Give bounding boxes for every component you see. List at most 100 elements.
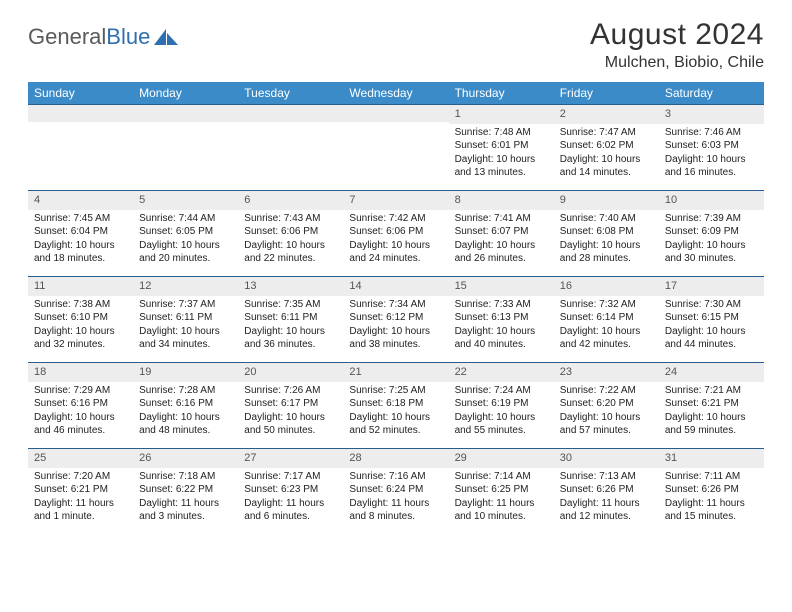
sunset-text: Sunset: 6:21 PM: [665, 397, 758, 411]
day-number: 9: [554, 191, 659, 210]
daylight-text: Daylight: 10 hours: [560, 411, 653, 425]
sunrise-text: Sunrise: 7:35 AM: [244, 298, 337, 312]
daylight-text: and 3 minutes.: [139, 510, 232, 524]
sunset-text: Sunset: 6:18 PM: [349, 397, 442, 411]
day-cell: 9Sunrise: 7:40 AMSunset: 6:08 PMDaylight…: [554, 191, 659, 277]
daylight-text: Daylight: 10 hours: [349, 325, 442, 339]
day-number: 20: [238, 363, 343, 382]
week-row: 1Sunrise: 7:48 AMSunset: 6:01 PMDaylight…: [28, 105, 764, 191]
day-content: Sunrise: 7:32 AMSunset: 6:14 PMDaylight:…: [554, 296, 659, 356]
day-cell: 2Sunrise: 7:47 AMSunset: 6:02 PMDaylight…: [554, 105, 659, 191]
daylight-text: and 26 minutes.: [455, 252, 548, 266]
sunrise-text: Sunrise: 7:34 AM: [349, 298, 442, 312]
logo-sail-icon: [152, 27, 180, 47]
day-cell: [28, 105, 133, 191]
day-number: 15: [449, 277, 554, 296]
daylight-text: Daylight: 10 hours: [665, 411, 758, 425]
sunrise-text: Sunrise: 7:29 AM: [34, 384, 127, 398]
day-content: Sunrise: 7:37 AMSunset: 6:11 PMDaylight:…: [133, 296, 238, 356]
calendar-head: SundayMondayTuesdayWednesdayThursdayFrid…: [28, 82, 764, 105]
sunset-text: Sunset: 6:06 PM: [349, 225, 442, 239]
daylight-text: Daylight: 10 hours: [560, 153, 653, 167]
sunset-text: Sunset: 6:05 PM: [139, 225, 232, 239]
day-number: 24: [659, 363, 764, 382]
sunrise-text: Sunrise: 7:46 AM: [665, 126, 758, 140]
daylight-text: and 22 minutes.: [244, 252, 337, 266]
day-cell: 5Sunrise: 7:44 AMSunset: 6:05 PMDaylight…: [133, 191, 238, 277]
day-number: 31: [659, 449, 764, 468]
day-number: 29: [449, 449, 554, 468]
daylight-text: and 55 minutes.: [455, 424, 548, 438]
daylight-text: Daylight: 10 hours: [455, 239, 548, 253]
sunset-text: Sunset: 6:11 PM: [244, 311, 337, 325]
sunrise-text: Sunrise: 7:38 AM: [34, 298, 127, 312]
day-cell: 3Sunrise: 7:46 AMSunset: 6:03 PMDaylight…: [659, 105, 764, 191]
daylight-text: Daylight: 10 hours: [244, 239, 337, 253]
daylight-text: Daylight: 11 hours: [455, 497, 548, 511]
day-cell: [133, 105, 238, 191]
sunrise-text: Sunrise: 7:21 AM: [665, 384, 758, 398]
day-content: Sunrise: 7:33 AMSunset: 6:13 PMDaylight:…: [449, 296, 554, 356]
daylight-text: and 6 minutes.: [244, 510, 337, 524]
day-number: 18: [28, 363, 133, 382]
day-content: Sunrise: 7:34 AMSunset: 6:12 PMDaylight:…: [343, 296, 448, 356]
day-content: Sunrise: 7:42 AMSunset: 6:06 PMDaylight:…: [343, 210, 448, 270]
daylight-text: and 48 minutes.: [139, 424, 232, 438]
daylight-text: Daylight: 10 hours: [455, 325, 548, 339]
dayname-2: Tuesday: [238, 82, 343, 105]
day-cell: 21Sunrise: 7:25 AMSunset: 6:18 PMDayligh…: [343, 363, 448, 449]
daylight-text: and 10 minutes.: [455, 510, 548, 524]
sunset-text: Sunset: 6:08 PM: [560, 225, 653, 239]
day-number: 2: [554, 105, 659, 124]
day-number: 4: [28, 191, 133, 210]
daylight-text: and 50 minutes.: [244, 424, 337, 438]
day-number: 6: [238, 191, 343, 210]
daylight-text: and 14 minutes.: [560, 166, 653, 180]
day-content: Sunrise: 7:13 AMSunset: 6:26 PMDaylight:…: [554, 468, 659, 528]
sunset-text: Sunset: 6:14 PM: [560, 311, 653, 325]
dayname-0: Sunday: [28, 82, 133, 105]
sunset-text: Sunset: 6:07 PM: [455, 225, 548, 239]
day-cell: 22Sunrise: 7:24 AMSunset: 6:19 PMDayligh…: [449, 363, 554, 449]
daylight-text: and 20 minutes.: [139, 252, 232, 266]
sunrise-text: Sunrise: 7:40 AM: [560, 212, 653, 226]
sunset-text: Sunset: 6:16 PM: [139, 397, 232, 411]
day-cell: 25Sunrise: 7:20 AMSunset: 6:21 PMDayligh…: [28, 449, 133, 535]
sunset-text: Sunset: 6:11 PM: [139, 311, 232, 325]
sunset-text: Sunset: 6:21 PM: [34, 483, 127, 497]
dayname-3: Wednesday: [343, 82, 448, 105]
daylight-text: and 30 minutes.: [665, 252, 758, 266]
daylight-text: Daylight: 10 hours: [665, 325, 758, 339]
day-number: 8: [449, 191, 554, 210]
day-number: 10: [659, 191, 764, 210]
daylight-text: Daylight: 10 hours: [34, 325, 127, 339]
daylight-text: Daylight: 11 hours: [34, 497, 127, 511]
day-content: Sunrise: 7:24 AMSunset: 6:19 PMDaylight:…: [449, 382, 554, 442]
day-number: 26: [133, 449, 238, 468]
day-cell: 19Sunrise: 7:28 AMSunset: 6:16 PMDayligh…: [133, 363, 238, 449]
daylight-text: and 59 minutes.: [665, 424, 758, 438]
day-content: Sunrise: 7:25 AMSunset: 6:18 PMDaylight:…: [343, 382, 448, 442]
day-content: Sunrise: 7:39 AMSunset: 6:09 PMDaylight:…: [659, 210, 764, 270]
sunrise-text: Sunrise: 7:47 AM: [560, 126, 653, 140]
day-content: Sunrise: 7:14 AMSunset: 6:25 PMDaylight:…: [449, 468, 554, 528]
day-cell: 7Sunrise: 7:42 AMSunset: 6:06 PMDaylight…: [343, 191, 448, 277]
empty-daynum: [133, 105, 238, 122]
day-content: Sunrise: 7:35 AMSunset: 6:11 PMDaylight:…: [238, 296, 343, 356]
sunrise-text: Sunrise: 7:14 AM: [455, 470, 548, 484]
day-content: Sunrise: 7:17 AMSunset: 6:23 PMDaylight:…: [238, 468, 343, 528]
sunset-text: Sunset: 6:06 PM: [244, 225, 337, 239]
day-cell: 16Sunrise: 7:32 AMSunset: 6:14 PMDayligh…: [554, 277, 659, 363]
daylight-text: and 24 minutes.: [349, 252, 442, 266]
daylight-text: and 36 minutes.: [244, 338, 337, 352]
day-cell: 17Sunrise: 7:30 AMSunset: 6:15 PMDayligh…: [659, 277, 764, 363]
sunset-text: Sunset: 6:20 PM: [560, 397, 653, 411]
daylight-text: Daylight: 10 hours: [349, 411, 442, 425]
day-content: Sunrise: 7:45 AMSunset: 6:04 PMDaylight:…: [28, 210, 133, 270]
daylight-text: and 16 minutes.: [665, 166, 758, 180]
daylight-text: and 44 minutes.: [665, 338, 758, 352]
dayname-4: Thursday: [449, 82, 554, 105]
sunrise-text: Sunrise: 7:48 AM: [455, 126, 548, 140]
daylight-text: and 1 minute.: [34, 510, 127, 524]
sunset-text: Sunset: 6:22 PM: [139, 483, 232, 497]
